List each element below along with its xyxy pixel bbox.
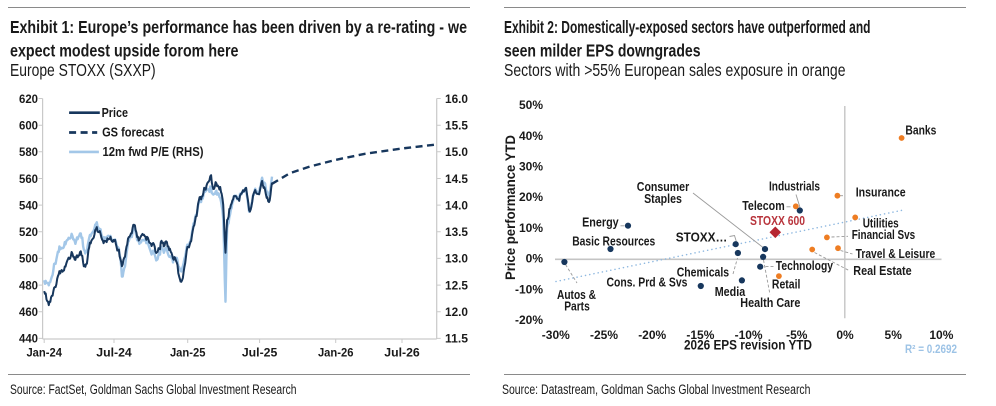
svg-text:460: 460 [19, 305, 38, 319]
svg-text:12m fwd P/E (RHS): 12m fwd P/E (RHS) [103, 145, 204, 159]
svg-text:Consumer: Consumer [637, 180, 690, 194]
svg-text:Parts: Parts [564, 300, 590, 314]
svg-text:Jan-24: Jan-24 [26, 345, 62, 359]
svg-text:50%: 50% [519, 98, 543, 112]
svg-text:600: 600 [19, 118, 38, 132]
svg-text:-20%: -20% [638, 328, 666, 342]
svg-text:-15%: -15% [686, 328, 714, 342]
svg-text:10%: 10% [929, 328, 953, 342]
svg-text:12.0: 12.0 [445, 305, 468, 319]
svg-text:Insurance: Insurance [856, 186, 906, 200]
svg-text:Staples: Staples [644, 192, 682, 206]
svg-text:Media: Media [715, 285, 746, 299]
svg-text:-5%: -5% [786, 328, 808, 342]
svg-text:Industrials: Industrials [769, 180, 820, 194]
svg-text:GS forecast: GS forecast [102, 126, 165, 140]
svg-text:-25%: -25% [590, 328, 618, 342]
svg-text:2026 EPS revision YTD: 2026 EPS revision YTD [684, 338, 812, 353]
svg-text:Price: Price [102, 106, 128, 120]
svg-text:Jul-24: Jul-24 [96, 345, 132, 359]
svg-text:Basic Resources: Basic Resources [572, 235, 655, 249]
svg-text:Jan-25: Jan-25 [170, 345, 206, 359]
svg-text:0%: 0% [836, 328, 854, 342]
svg-text:STOXX 600: STOXX 600 [750, 214, 805, 228]
svg-text:30%: 30% [519, 160, 543, 174]
svg-text:16.0: 16.0 [445, 92, 468, 106]
svg-text:-20%: -20% [515, 313, 543, 327]
svg-text:Price performance YTD: Price performance YTD [503, 135, 518, 280]
svg-text:15.5: 15.5 [445, 118, 468, 132]
svg-text:Source: FactSet, Goldman Sachs: Source: FactSet, Goldman Sachs Global In… [10, 382, 297, 397]
svg-text:Retail: Retail [772, 277, 801, 291]
svg-text:5%: 5% [885, 328, 903, 342]
svg-text:Jul-26: Jul-26 [384, 345, 420, 359]
svg-text:11.5: 11.5 [445, 332, 468, 346]
svg-text:Telecom: Telecom [742, 199, 785, 213]
svg-text:STOXX…: STOXX… [676, 231, 728, 245]
svg-text:560: 560 [19, 172, 38, 186]
svg-text:540: 540 [19, 198, 38, 212]
svg-text:40%: 40% [519, 129, 543, 143]
svg-text:Energy: Energy [582, 216, 619, 230]
svg-text:580: 580 [19, 145, 38, 159]
svg-text:500: 500 [19, 252, 38, 266]
svg-text:14.5: 14.5 [445, 172, 468, 186]
svg-text:10%: 10% [519, 221, 543, 235]
svg-text:Exhibit 2: Domestically-expose: Exhibit 2: Domestically-exposed sectors … [504, 17, 871, 37]
svg-text:Autos &: Autos & [557, 288, 596, 302]
svg-text:520: 520 [19, 225, 38, 239]
svg-text:20%: 20% [519, 190, 543, 204]
svg-text:440: 440 [19, 332, 38, 346]
svg-text:Cons. Prd & Svs: Cons. Prd & Svs [607, 275, 688, 289]
svg-text:-10%: -10% [735, 328, 763, 342]
svg-text:12.5: 12.5 [445, 278, 468, 292]
svg-text:Sectors with >55% European sal: Sectors with >55% European sales exposur… [504, 60, 846, 80]
svg-text:Travel & Leisure: Travel & Leisure [856, 247, 936, 261]
svg-text:13.5: 13.5 [445, 225, 468, 239]
svg-text:Health Care: Health Care [740, 296, 800, 310]
svg-text:13.0: 13.0 [445, 252, 468, 266]
svg-text:14.0: 14.0 [445, 198, 468, 212]
svg-text:Source: Datastream, Goldman Sa: Source: Datastream, Goldman Sachs Global… [502, 382, 811, 397]
svg-text:Banks: Banks [905, 124, 936, 138]
svg-text:480: 480 [19, 278, 38, 292]
svg-text:-10%: -10% [515, 282, 543, 296]
svg-text:Jan-26: Jan-26 [318, 345, 354, 359]
svg-text:Jul-25: Jul-25 [242, 345, 278, 359]
svg-text:Exhibit 1: Europe’s performanc: Exhibit 1: Europe’s performance has been… [10, 17, 467, 37]
svg-text:R² = 0.2692: R² = 0.2692 [905, 344, 957, 356]
svg-text:seen milder EPS downgrades: seen milder EPS downgrades [504, 41, 701, 61]
svg-text:Utilities: Utilities [863, 216, 899, 230]
svg-text:Europe STOXX (SXXP): Europe STOXX (SXXP) [10, 60, 156, 80]
svg-text:620: 620 [19, 92, 38, 106]
svg-text:0%: 0% [526, 252, 544, 266]
svg-text:Financial Svs: Financial Svs [852, 228, 916, 242]
svg-text:-30%: -30% [542, 328, 570, 342]
svg-text:Chemicals: Chemicals [677, 266, 729, 280]
svg-text:Technology: Technology [776, 259, 833, 273]
svg-text:Real Estate: Real Estate [853, 264, 911, 278]
svg-text:expect modest upside forom her: expect modest upside forom here [10, 41, 239, 61]
svg-text:15.0: 15.0 [445, 145, 468, 159]
